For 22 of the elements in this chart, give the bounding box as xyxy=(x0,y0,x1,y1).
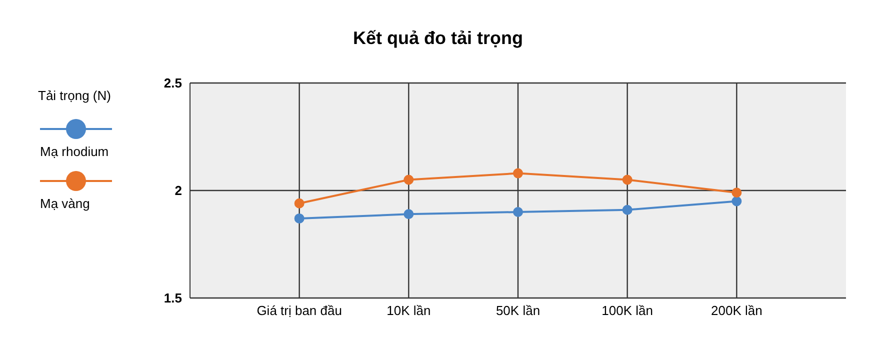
point xyxy=(622,174,632,185)
point xyxy=(294,198,304,208)
point xyxy=(404,174,414,185)
point xyxy=(513,168,523,178)
y-tick-label: 1.5 xyxy=(164,290,182,306)
x-tick-label: 50K lần xyxy=(496,303,540,318)
x-tick-label: 100K lần xyxy=(602,303,653,318)
legend-label: Mạ vàng xyxy=(39,196,91,211)
x-tick-label: 200K lần xyxy=(711,303,762,318)
point xyxy=(732,188,742,198)
y-tick-label: 2 xyxy=(174,183,182,198)
point xyxy=(732,196,742,206)
legend-title: Tải trọng (N) xyxy=(38,88,112,103)
point xyxy=(404,209,414,220)
point xyxy=(513,207,523,217)
point xyxy=(294,213,304,224)
chart-title: Kết quả đo tải trọng xyxy=(352,27,524,48)
point xyxy=(622,204,632,215)
x-tick-label: 10K lần xyxy=(386,303,431,318)
y-tick-label: 2.5 xyxy=(164,76,182,91)
x-tick-label: Giá trị ban đầu xyxy=(256,303,342,318)
legend-label: Mạ rhodium xyxy=(39,144,110,159)
